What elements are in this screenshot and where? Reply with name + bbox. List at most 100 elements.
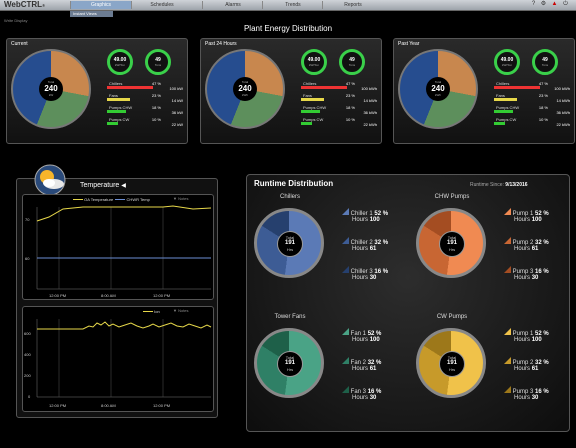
row-bar — [494, 110, 513, 113]
tab-reports[interactable]: Reports — [322, 1, 383, 9]
energy-row: Pumps CW 10 % 22 kW — [107, 117, 183, 127]
entry-name: Pump 1 — [512, 211, 534, 217]
energy-row: Pumps CW 10 % 22 kWh — [301, 117, 377, 127]
row-bar — [107, 122, 118, 125]
tab-schedules[interactable]: Schedules — [131, 1, 192, 9]
donut-center: Total 191 Hrs — [277, 351, 303, 377]
row-label: Chillers — [109, 81, 123, 86]
entry-percent: 52 % — [535, 331, 549, 337]
runtime-entry: Chiller 1 52 % Hours 100 — [342, 208, 404, 223]
panel-title: Past 24 Hours — [205, 41, 237, 47]
gauge-value: 49 — [155, 57, 161, 63]
entry-hours: 30 — [531, 275, 539, 281]
gauge-value: 49.00 — [500, 57, 514, 63]
slice-icon — [504, 208, 511, 215]
energy-row: Chillers 47 % 100 kW — [107, 81, 183, 91]
row-bar — [107, 110, 126, 113]
energy-row: Pumps CHW 18 % 36 kWh — [494, 105, 570, 115]
row-bar — [107, 86, 153, 89]
y-tick-600: 600 — [24, 331, 31, 336]
row-label: Pumps CHW — [496, 105, 520, 110]
row-label: Fans — [303, 93, 312, 98]
entry-percent: 32 % — [535, 240, 549, 246]
x-tick: 12:00 PM — [153, 403, 170, 408]
logout-icon[interactable]: ⏻ — [563, 1, 568, 7]
donut-total-label: Total — [285, 355, 295, 360]
chart-legend: OA Temperature CHWR Temp — [73, 197, 150, 202]
row-bar — [494, 98, 517, 101]
notes-toggle[interactable]: ▼ Notes — [173, 308, 189, 313]
chwr-temp-swatch — [115, 199, 126, 201]
top-navigation-bar — [0, 0, 576, 11]
kw-per-ton-gauge: 49.00 kW/Ton — [494, 49, 520, 75]
entry-hours: 61 — [369, 366, 377, 372]
entry-hours-label: Hours — [514, 366, 531, 372]
runtime-donut: Total 191 Hrs — [254, 328, 324, 398]
tab-trends[interactable]: Trends — [262, 1, 323, 9]
row-percent: 47 % — [345, 81, 355, 86]
entry-hours: 30 — [369, 275, 377, 281]
runtime-entry: Pump 3 16 % Hours 30 — [504, 266, 566, 281]
donut-total-unit: Hrs — [286, 247, 294, 252]
slice-icon — [504, 266, 511, 273]
runtime-donut: Total 191 Hrs — [254, 208, 324, 278]
chevron-left-icon[interactable]: ◀ — [121, 183, 126, 189]
entry-name: Chiller 1 — [350, 211, 373, 217]
pie-total-value: 240 — [44, 84, 58, 93]
temperature-title-text: Temperature — [80, 182, 120, 189]
notes-toggle[interactable]: ▼ Notes — [173, 196, 189, 201]
entry-hours-label: Hours — [352, 246, 369, 252]
row-percent: 18 % — [345, 105, 355, 110]
entry-hours-label: Hours — [514, 337, 531, 343]
alarm-warning-icon[interactable]: ▲ — [551, 1, 558, 7]
energy-pie-chart: Total 240 kW — [11, 49, 91, 129]
row-bar — [494, 86, 540, 89]
energy-row: Pumps CHW 18 % 36 kW — [107, 105, 183, 115]
row-energy: 22 kW — [171, 122, 183, 127]
entry-hours: 100 — [531, 217, 542, 223]
row-energy: 14 kWh — [363, 98, 377, 103]
notes-label: Notes — [178, 308, 189, 313]
settings-icon[interactable]: ⚙ — [540, 1, 547, 7]
entry-name: Fan 1 — [350, 331, 367, 337]
gauge-label: kW/Ton — [114, 63, 125, 67]
kw-per-ton-gauge: 49.00 kW/Ton — [301, 49, 327, 75]
entry-hours: 100 — [369, 217, 380, 223]
donut-total-value: 191 — [446, 240, 457, 246]
row-percent: 18 % — [151, 105, 161, 110]
entry-percent: 32 % — [374, 240, 389, 246]
runtime-entry: Fan 3 16 % Hours 30 — [342, 386, 404, 401]
donut-total-value: 191 — [446, 360, 457, 366]
donut-center: Total 191 Hrs — [277, 231, 303, 257]
group-title: Chillers — [279, 194, 300, 200]
gauge-label: kW/Ton — [501, 63, 512, 67]
tab-graphics[interactable]: Graphics — [70, 1, 131, 9]
energy-pie-chart: Total 240 kWh — [398, 49, 478, 129]
gauge-label: Tons — [348, 63, 356, 67]
energy-row: Chillers 47 % 100 kWh — [494, 81, 570, 91]
entry-name: Fan 3 — [350, 389, 367, 395]
energy-row: Fans 23 % 14 kWh — [301, 93, 377, 103]
subtab-instant-views[interactable]: Instant Views — [70, 11, 113, 17]
row-percent: 18 % — [538, 105, 548, 110]
gauge-value: 49.00 — [307, 57, 321, 63]
group-title: CW Pumps — [436, 314, 468, 320]
panel-past-24-hours: Past 24 Hours Total 240 kWh 49.00 kW/Ton… — [200, 38, 382, 144]
row-label: Pumps CW — [109, 117, 130, 122]
energy-row: Fans 23 % 14 kW — [107, 93, 183, 103]
entry-percent: 52 % — [535, 211, 549, 217]
help-icon[interactable]: ? — [531, 1, 536, 7]
row-percent: 23 % — [345, 93, 355, 98]
pie-center: Total 240 kW — [39, 77, 63, 101]
entry-hours-label: Hours — [352, 275, 369, 281]
write-display-link[interactable]: Write Display — [4, 18, 28, 23]
runtime-entry: Pump 1 52 % Hours 100 — [504, 208, 566, 223]
tab-alarms[interactable]: Alarms — [202, 1, 263, 9]
entry-name: Pump 2 — [512, 360, 534, 366]
row-energy: 36 kWh — [556, 110, 570, 115]
entry-hours: 30 — [369, 395, 377, 401]
slice-icon — [342, 386, 349, 393]
donut-total-unit: Hrs — [448, 367, 456, 372]
entry-percent: 16 % — [367, 389, 382, 395]
row-energy: 22 kWh — [556, 122, 570, 127]
